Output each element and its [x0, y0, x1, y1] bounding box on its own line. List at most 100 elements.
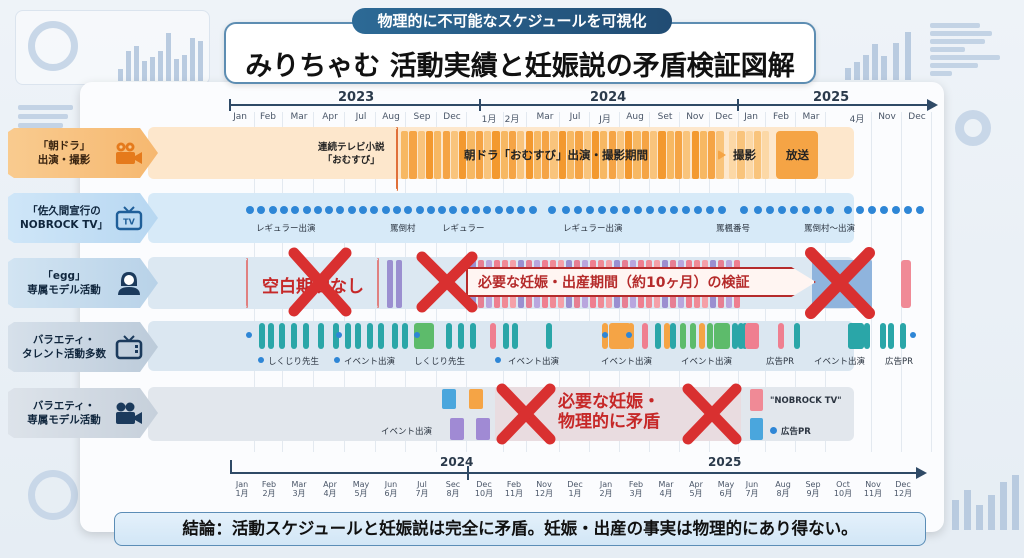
- bottom-month-label: Nov 11月: [863, 480, 883, 499]
- variety-bar: [458, 323, 464, 349]
- appearance-dot: [802, 206, 810, 214]
- appearance-dot: [325, 206, 334, 214]
- bottom-month-label: Mar 4月: [658, 480, 674, 499]
- appearance-dot: [415, 206, 424, 214]
- bottom-axis-year-2024: 2024: [440, 455, 474, 469]
- asadora-bar: [729, 131, 737, 179]
- appearance-dot: [392, 206, 401, 214]
- bottom-month-label: Nov 12月: [534, 480, 554, 499]
- red-x-icon: [682, 383, 742, 445]
- asadora-bar: [658, 131, 666, 179]
- variety-dot: [910, 332, 916, 338]
- variety-bar: [503, 323, 509, 349]
- svg-text:TV: TV: [123, 218, 135, 227]
- top-month-label: Jul: [355, 112, 367, 122]
- model-event-block: [450, 418, 464, 440]
- top-month-label: Dec: [443, 112, 461, 122]
- variety-label: イベント出演: [344, 357, 396, 367]
- appearance-dot: [670, 206, 678, 214]
- top-month-label: Aug: [382, 112, 400, 122]
- variety-bar: [546, 323, 552, 349]
- model-event-block: [469, 389, 483, 409]
- appearance-dot: [682, 206, 690, 214]
- bottom-month-label: Feb 11月: [504, 480, 524, 499]
- top-month-label: Dec: [715, 112, 733, 122]
- appearance-dot: [610, 206, 618, 214]
- appearance-dot: [359, 206, 367, 214]
- top-month-label: Mar: [536, 112, 554, 122]
- row-label-nobrock: 「佐久間宣行の NOBROCK TV」 TV: [8, 193, 158, 243]
- appearance-dot: [381, 206, 390, 214]
- appearance-dot: [856, 206, 864, 214]
- appearance-dot: [517, 206, 526, 214]
- variety-bar: [470, 323, 476, 349]
- top-month-label: Sep: [413, 112, 431, 122]
- appearance-dot: [778, 206, 786, 214]
- bottom-axis-arrow-icon: [916, 467, 927, 479]
- variety-pink-block: [745, 323, 759, 349]
- variety-label: イベント出演: [681, 357, 733, 367]
- conclusion-banner: 結論：活動スケジュールと妊娠説は完全に矛盾。妊娠・出産の事実は物理的にあり得ない…: [114, 512, 926, 546]
- appearance-dot: [291, 206, 300, 214]
- background-dashboard-widget: [15, 10, 210, 85]
- asadora-bar: [459, 131, 467, 179]
- top-month-label: Set: [657, 112, 673, 122]
- top-axis-year-2023: 2023: [338, 90, 375, 105]
- variety-bar: [490, 323, 496, 349]
- asadora-pre-label: 連続テレビ小説 「おむすび」: [318, 142, 385, 166]
- asadora-bar: [401, 131, 409, 179]
- legend-dot: [495, 357, 501, 363]
- variety-bar: [880, 323, 886, 349]
- nobrock-label: レギュラー: [442, 224, 485, 234]
- appearance-dot: [740, 206, 748, 214]
- variety-bar: [778, 323, 784, 349]
- bottom-month-label: Mar 3月: [291, 480, 307, 499]
- variety-bar: [738, 323, 744, 349]
- bottom-month-label: Jul 7月: [415, 480, 429, 499]
- nobrock-label: 罵倒村: [390, 224, 416, 234]
- red-x-icon: [496, 383, 556, 445]
- top-axis-arrow-icon: [927, 99, 938, 111]
- bottom-month-label: Dec 10月: [474, 480, 494, 499]
- banner-text: 必要な妊娠・出産期間（約10ヶ月）の検証: [478, 275, 750, 291]
- top-month-label: Dec: [908, 112, 926, 122]
- asadora-bar: [567, 131, 575, 179]
- variety-bar: [355, 323, 361, 349]
- appearance-dot: [622, 206, 630, 214]
- bottom-month-label: Apr 5月: [689, 480, 703, 499]
- bottom-month-label: May 5月: [352, 480, 370, 499]
- legend-swatch-ad: [750, 418, 763, 440]
- variety-bar: [888, 323, 894, 349]
- appearance-dot: [347, 206, 356, 214]
- asadora-bar: [442, 131, 450, 179]
- asadora-bar: [708, 131, 716, 179]
- row-label-text: 「朝ドラ」 出演・撮影: [37, 139, 91, 166]
- asadora-bar: [500, 131, 508, 179]
- top-month-label: Jan: [744, 112, 758, 122]
- variety-bar: [900, 323, 906, 349]
- bottom-month-label: Jan 2月: [599, 480, 613, 499]
- gridline: [931, 112, 932, 452]
- asadora-bar: [608, 131, 616, 179]
- appearance-dot: [370, 206, 379, 214]
- variety-bar: [378, 323, 384, 349]
- contradiction-label: 必要な妊娠・ 物理的に矛盾: [558, 392, 660, 433]
- background-donut-chart: [28, 21, 78, 71]
- top-month-label: Nov: [878, 112, 896, 122]
- appearance-dot: [268, 206, 277, 214]
- bottom-month-label: May 6月: [717, 480, 735, 499]
- row-label-text: 「佐久間宣行の NOBROCK TV」: [19, 204, 108, 231]
- red-x-icon: [416, 251, 478, 313]
- appearance-dot: [892, 206, 900, 214]
- asadora-bar: [762, 131, 770, 179]
- appearance-dot: [336, 206, 345, 214]
- appearance-dot: [754, 206, 762, 214]
- appearance-dot: [449, 206, 458, 214]
- bottom-month-label: Sep 9月: [805, 480, 821, 499]
- appearance-dot: [904, 206, 912, 214]
- asadora-bar: [450, 131, 459, 179]
- background-pie-chart: [955, 110, 991, 146]
- variety-orange-block: [609, 323, 631, 349]
- bottom-axis-tick: [230, 460, 232, 474]
- variety-bar: [794, 323, 800, 349]
